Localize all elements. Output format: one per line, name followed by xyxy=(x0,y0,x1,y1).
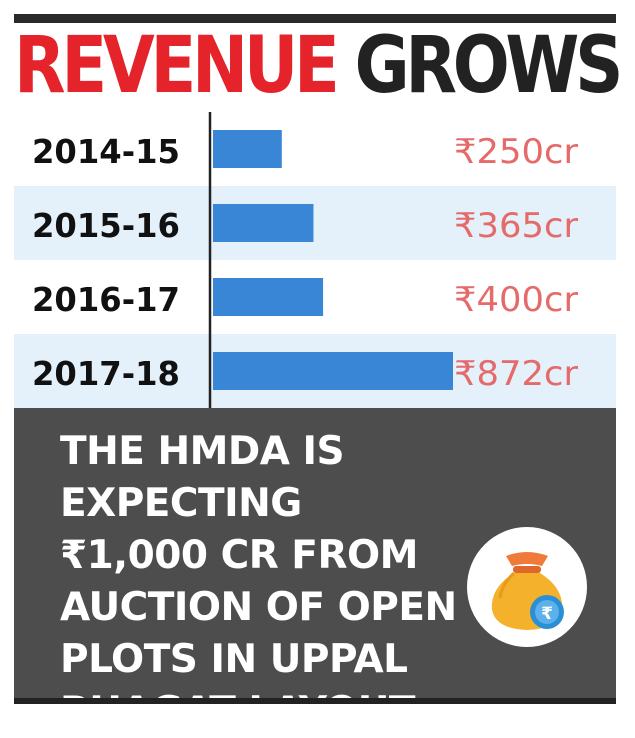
bar xyxy=(213,204,314,242)
callout-line: AUCTION OF OPEN xyxy=(60,585,457,630)
callout-line: BHAGAT LAYOUT xyxy=(60,689,415,734)
callout-box: THE HMDA IS EXPECTING ₹1,000 CR FROM AUC… xyxy=(14,408,616,734)
money-bag-icon: ₹ xyxy=(466,526,588,648)
bar-chart: 2014-15 ₹250cr 2015-16 ₹365cr 2016-17 ₹400cr 2… xyxy=(14,112,616,408)
bar xyxy=(213,278,324,316)
chart-title: REVENUE GROWS xyxy=(14,21,624,111)
callout-text: THE HMDA IS EXPECTING ₹1,000 CR FROM AUC… xyxy=(60,426,480,738)
bar xyxy=(213,352,453,390)
bar-chart-svg: 2014-15 ₹250cr 2015-16 ₹365cr 2016-17 ₹400cr 2… xyxy=(14,112,616,408)
category-label: 2014-15 xyxy=(32,132,180,171)
value-label: ₹872cr xyxy=(454,354,578,394)
top-rule xyxy=(14,14,616,23)
callout-line: THE HMDA IS EXPECTING xyxy=(60,429,345,526)
callout-line: PLOTS IN UPPAL xyxy=(60,637,408,682)
bar xyxy=(213,130,282,168)
category-label: 2016-17 xyxy=(32,280,180,319)
callout-line: ₹1,000 CR FROM xyxy=(60,533,418,578)
svg-text:₹: ₹ xyxy=(541,604,553,624)
title-word-grows: GROWS xyxy=(354,21,624,111)
category-label: 2015-16 xyxy=(32,206,180,245)
title-word-revenue: REVENUE xyxy=(14,21,340,111)
row-band xyxy=(14,186,616,260)
category-label: 2017-18 xyxy=(32,354,180,393)
value-label: ₹400cr xyxy=(454,280,578,320)
value-label: ₹250cr xyxy=(454,132,578,172)
value-label: ₹365cr xyxy=(454,206,578,246)
bottom-rule xyxy=(14,698,616,704)
